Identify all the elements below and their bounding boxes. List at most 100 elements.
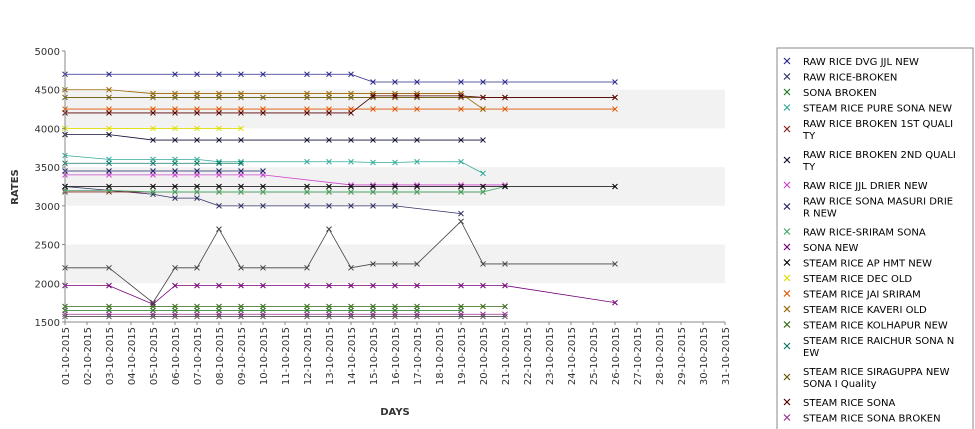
legend-marker: [783, 104, 791, 111]
data-point-marker: [612, 106, 618, 112]
legend-marker: [783, 342, 791, 350]
legend-marker: [783, 181, 791, 189]
data-point-marker: [458, 183, 464, 190]
series-line: [65, 73, 615, 83]
series-group: [62, 168, 266, 174]
data-point-marker: [392, 203, 398, 209]
x-tick-label: 12-10-2015: [303, 327, 314, 385]
data-point-marker: [348, 189, 354, 195]
series-layer: [62, 71, 618, 320]
data-point-marker: [172, 189, 178, 195]
data-point-marker: [260, 71, 266, 78]
data-point-marker: [172, 311, 178, 318]
data-point-marker: [348, 137, 354, 143]
x-tick-label: 14-10-2015: [347, 327, 358, 385]
legend-item: RAW RICE SONA MASURI DRIER NEW: [783, 197, 953, 220]
data-point-marker: [150, 313, 156, 320]
data-point-marker: [216, 183, 222, 190]
data-point-marker: [326, 137, 332, 143]
data-point-marker: [260, 189, 266, 195]
x-tick-label: 30-10-2015: [699, 327, 710, 385]
legend-item: RAW RICE-BROKEN: [783, 73, 897, 84]
legend-marker: [783, 398, 791, 406]
data-point-marker: [216, 189, 222, 195]
data-point-marker: [194, 110, 200, 116]
data-point-marker: [326, 158, 332, 165]
series-group: [62, 218, 618, 306]
data-point-marker: [348, 110, 354, 116]
legend-label: RAW RICE-BROKEN: [803, 73, 897, 84]
data-point-marker: [106, 168, 112, 174]
data-point-marker: [392, 183, 398, 190]
legend-item: STEAM RICE PURE SONA NEW: [783, 104, 952, 115]
data-point-marker: [216, 311, 222, 318]
legend-label: STEAM RICE PURE SONA NEW: [803, 104, 952, 115]
x-tick-label: 11-10-2015: [281, 327, 292, 385]
data-point-marker: [194, 195, 200, 201]
series-line: [65, 134, 483, 141]
x-tick-label: 01-10-2015: [61, 327, 72, 385]
data-point-marker: [172, 183, 178, 190]
data-point-marker: [502, 94, 508, 101]
data-point-marker: [304, 110, 310, 116]
data-point-marker: [172, 282, 178, 289]
data-point-marker: [150, 110, 156, 116]
data-point-marker: [304, 158, 310, 165]
data-point-marker: [502, 313, 508, 320]
data-point-marker: [370, 203, 376, 209]
legend-marker: [783, 305, 791, 313]
data-point-marker: [150, 160, 156, 167]
x-tick-label: 05-10-2015: [149, 327, 160, 385]
data-point-marker: [150, 301, 156, 308]
legend-marker: [783, 414, 791, 421]
data-point-marker: [370, 183, 376, 190]
data-point-marker: [502, 261, 508, 267]
legend-item: STEAM RICE JAI SRIRAM: [783, 290, 921, 301]
data-point-marker: [304, 189, 310, 195]
data-point-marker: [238, 110, 244, 116]
data-point-marker: [392, 282, 398, 289]
data-point-marker: [172, 168, 178, 174]
legend-item: SONA BROKEN: [783, 88, 877, 99]
data-point-marker: [194, 160, 200, 167]
legend-marker: [783, 156, 791, 164]
legend-marker: [783, 57, 791, 65]
data-point-marker: [150, 189, 156, 195]
legend-label: STEAM RICE RAICHUR SONA N: [803, 336, 954, 347]
data-point-marker: [194, 137, 200, 143]
x-axis-title: DAYS: [380, 407, 410, 418]
data-point-marker: [458, 218, 464, 225]
data-point-marker: [260, 203, 266, 209]
data-point-marker: [304, 313, 310, 320]
x-tick-label: 21-10-2015: [501, 327, 512, 385]
data-point-marker: [238, 203, 244, 209]
data-point-marker: [414, 79, 420, 85]
data-point-marker: [392, 189, 398, 195]
data-point-marker: [172, 110, 178, 116]
data-point-marker: [370, 189, 376, 195]
x-tick-label: 26-10-2015: [611, 327, 622, 385]
y-tick-label: 3500: [35, 163, 60, 174]
data-point-marker: [458, 106, 464, 112]
legend-label: STEAM RICE SIRAGUPPA NEW: [803, 367, 950, 378]
data-point-marker: [194, 264, 200, 271]
data-point-marker: [106, 110, 112, 116]
x-tick-label: 18-10-2015: [435, 327, 446, 385]
data-point-marker: [260, 282, 266, 289]
legend-label: RAW RICE DVG JJL NEW: [803, 57, 919, 68]
series-line: [64, 186, 462, 214]
data-point-marker: [480, 106, 486, 112]
data-point-marker: [260, 110, 266, 116]
data-point-marker: [480, 94, 486, 101]
x-tick-label: 13-10-2015: [325, 327, 336, 385]
series-group: [62, 313, 508, 320]
x-tick-label: 03-10-2015: [105, 327, 116, 385]
y-tick-label: 4500: [35, 86, 60, 97]
data-point-marker: [238, 160, 244, 167]
data-point-marker: [458, 282, 464, 289]
legend-label: TY: [802, 162, 816, 173]
data-point-marker: [458, 137, 464, 143]
data-point-marker: [370, 79, 376, 85]
